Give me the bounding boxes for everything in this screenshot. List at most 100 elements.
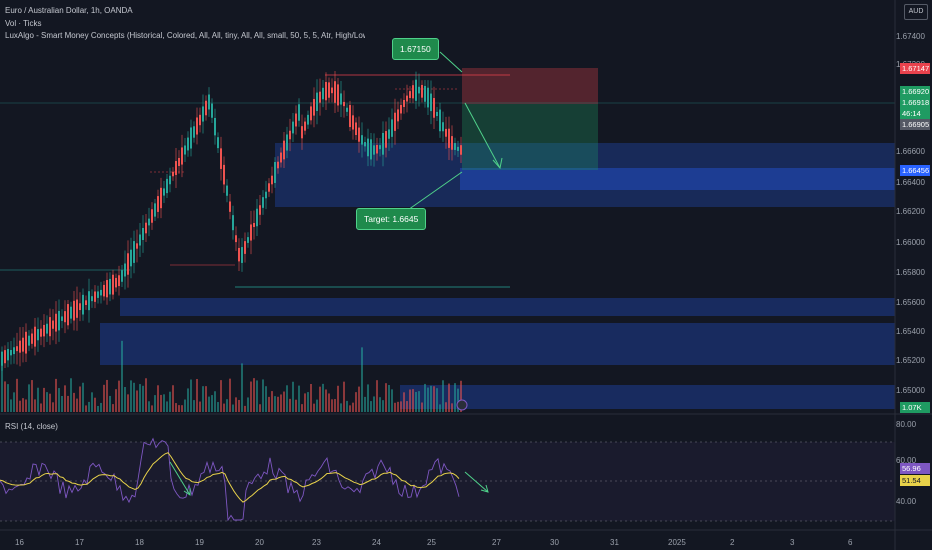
- volume-bar: [100, 402, 102, 412]
- volume-bar: [442, 380, 444, 412]
- volume-bar: [460, 380, 462, 412]
- date-axis-label: 19: [195, 538, 204, 547]
- candle: [259, 205, 261, 215]
- volume-bar: [199, 401, 201, 412]
- volume-bar: [25, 399, 27, 412]
- volume-bar: [64, 385, 66, 412]
- candle: [205, 100, 207, 116]
- volume-bar: [1, 359, 3, 412]
- volume-bar: [415, 391, 417, 412]
- rsi-legend[interactable]: RSI (14, close): [5, 422, 58, 431]
- candle: [142, 228, 144, 240]
- candle: [175, 161, 177, 175]
- volume-bar: [118, 380, 120, 412]
- candle: [37, 329, 39, 341]
- volume-bar: [235, 397, 237, 412]
- candle: [166, 178, 168, 194]
- volume-bar: [376, 380, 378, 412]
- volume-bar: [259, 404, 261, 412]
- volume-bar: [97, 405, 99, 412]
- volume-bar: [55, 378, 57, 412]
- volume-bar: [127, 394, 129, 412]
- candle: [211, 103, 213, 118]
- volume-bar: [196, 378, 198, 412]
- forecast-arrow: [464, 102, 501, 169]
- rsi-axis-label: 60.00: [896, 456, 917, 465]
- candle: [442, 122, 444, 132]
- volume-bar: [433, 386, 435, 412]
- volume-bar: [220, 380, 222, 412]
- volume-bar: [451, 403, 453, 412]
- candle: [40, 328, 42, 337]
- candle: [115, 277, 117, 288]
- volume-bar: [7, 384, 9, 412]
- indicator-legend[interactable]: LuxAlgo - Smart Money Concepts (Historic…: [5, 31, 365, 40]
- candle: [100, 289, 102, 296]
- price-tag: 46:14: [900, 108, 930, 119]
- price-axis-label: 1.66400: [896, 178, 925, 187]
- price-axis-label: 1.66600: [896, 147, 925, 156]
- volume-bar: [82, 382, 84, 412]
- volume-bar: [217, 402, 219, 412]
- candle: [19, 340, 21, 353]
- volume-bar: [106, 379, 108, 412]
- volume-bar: [124, 387, 126, 412]
- volume-bar: [286, 385, 288, 412]
- candle: [160, 187, 162, 209]
- rsi-axis-label: 80.00: [896, 420, 917, 429]
- lightning-icon[interactable]: [456, 399, 468, 411]
- volume-bar: [85, 405, 87, 412]
- rsi-value-tag: 56.96: [900, 463, 930, 474]
- symbol-title[interactable]: Euro / Australian Dollar, 1h, OANDA: [5, 6, 133, 15]
- volume-bar: [370, 401, 372, 412]
- candle: [229, 201, 231, 212]
- candle: [184, 145, 186, 155]
- volume-bar: [385, 383, 387, 412]
- volume-bar: [79, 386, 81, 412]
- candle: [286, 134, 288, 151]
- candle: [241, 247, 243, 263]
- volume-bar: [178, 405, 180, 412]
- price-axis-label: 1.66000: [896, 238, 925, 247]
- candle: [253, 222, 255, 228]
- volume-bar: [340, 403, 342, 412]
- candle: [25, 331, 27, 354]
- price-tag: 1.07K: [900, 402, 930, 413]
- volume-bar: [247, 397, 249, 412]
- volume-bar: [250, 381, 252, 412]
- volume-bar: [70, 378, 72, 412]
- volume-bar: [136, 390, 138, 412]
- candle: [301, 126, 303, 139]
- candle: [289, 130, 291, 140]
- candle: [172, 171, 174, 177]
- candle: [190, 127, 192, 149]
- candle: [157, 196, 159, 212]
- candle: [364, 142, 366, 147]
- candle: [61, 316, 63, 321]
- candle: [196, 117, 198, 135]
- candle: [202, 106, 204, 122]
- volume-bar: [301, 404, 303, 412]
- date-axis-label: 6: [848, 538, 853, 547]
- volume-bar: [193, 400, 195, 412]
- candle: [187, 137, 189, 151]
- candle: [457, 146, 459, 151]
- price-tag: 1.66905: [900, 119, 930, 130]
- candle: [235, 235, 237, 243]
- volume-bar: [409, 389, 411, 412]
- price-axis-label: 1.67400: [896, 32, 925, 41]
- candle: [268, 183, 270, 192]
- volume-legend[interactable]: Vol · Ticks: [5, 19, 42, 28]
- price-tag: 1.66456: [900, 165, 930, 176]
- currency-selector[interactable]: AUD: [904, 4, 928, 20]
- rsi-ma-line: [0, 452, 460, 503]
- candle: [97, 291, 99, 298]
- candle: [232, 215, 234, 231]
- volume-bar: [142, 385, 144, 412]
- rsi-line: [0, 437, 460, 522]
- candle: [64, 311, 66, 323]
- volume-bar: [343, 381, 345, 412]
- candle: [112, 274, 114, 295]
- volume-bar: [31, 380, 33, 412]
